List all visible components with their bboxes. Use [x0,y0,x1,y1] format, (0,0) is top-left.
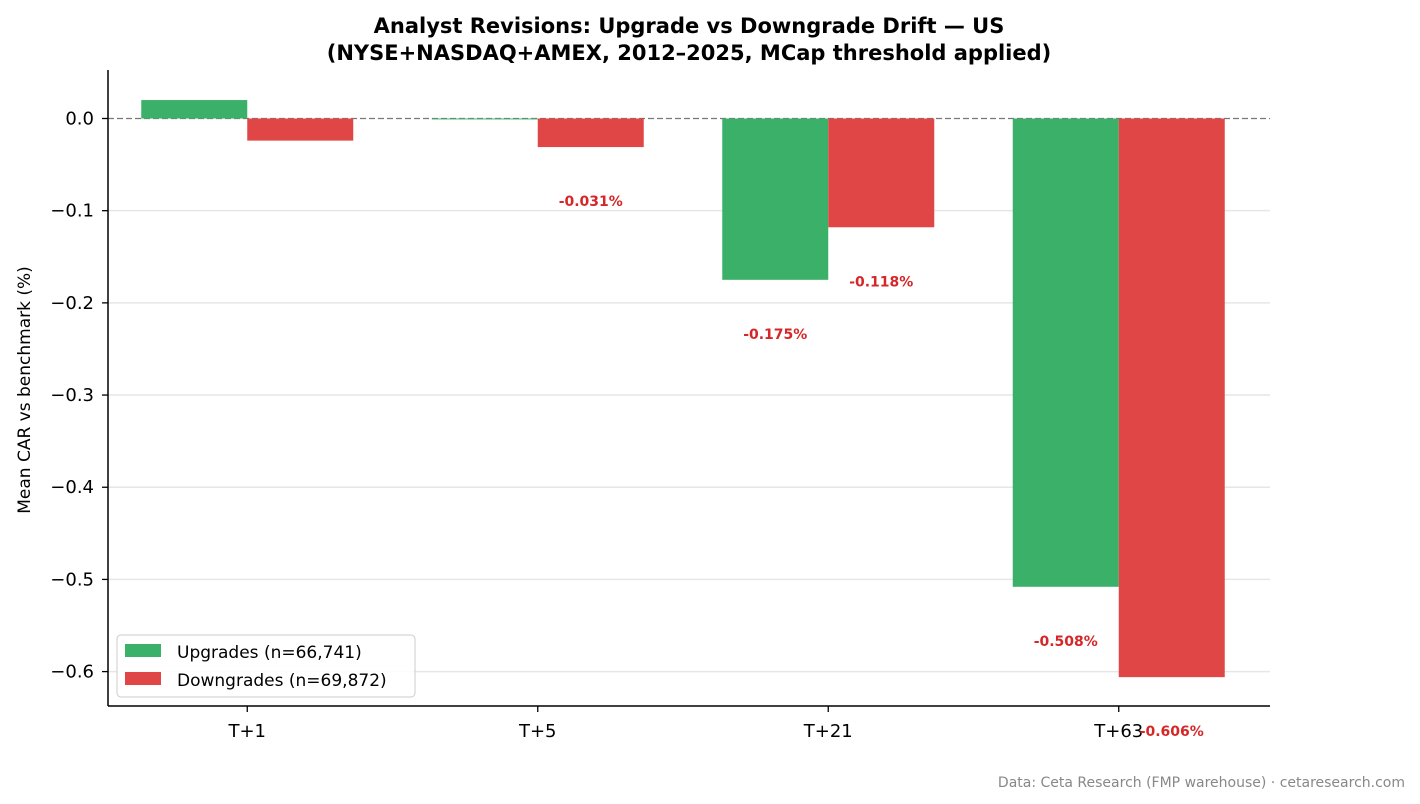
bar-upgrades-t21 [722,118,829,280]
bar-upgrades-t63 [1012,118,1119,587]
x-tick-label: T+5 [518,721,557,742]
y-tick-label: −0.4 [50,477,94,498]
y-tick-label: −0.2 [50,293,94,314]
chart-subtitle: (NYSE+NASDAQ+AMEX, 2012–2025, MCap thres… [327,41,1052,65]
bar-downgrades-t1 [247,118,354,141]
bar-downgrades-t5 [537,118,644,148]
legend-label-upgrades: Upgrades (n=66,741) [177,643,362,663]
legend-frame [116,634,416,698]
x-tick-label: T+21 [803,721,853,742]
data-label: -0.031% [559,194,623,210]
y-tick-label: −0.5 [50,569,94,590]
data-label: -0.118% [849,274,913,290]
bar-downgrades-t63 [1118,118,1225,678]
y-tick-label: −0.1 [50,201,94,222]
data-label: -0.508% [1034,634,1098,650]
data-label: -0.175% [743,327,807,343]
bar-upgrades-t5 [431,118,538,120]
legend-label-downgrades: Downgrades (n=69,872) [177,671,387,691]
y-tick-label: 0.0 [65,109,94,130]
chart-title: Analyst Revisions: Upgrade vs Downgrade … [374,14,1005,38]
data-label: -0.606% [1140,724,1204,740]
bar-upgrades-t1 [141,100,248,119]
bar-downgrades-t21 [828,118,935,228]
legend: Upgrades (n=66,741) Downgrades (n=69,872… [116,634,416,698]
y-tick-label: −0.6 [50,662,94,683]
data-labels: -0.031% -0.175% -0.118% -0.508% -0.606% [559,194,1204,740]
axes [107,70,1270,707]
x-tick-label: T+63 [1093,721,1143,742]
x-tick-label: T+1 [227,721,266,742]
y-tick-label: −0.3 [50,385,94,406]
axis-ticks: 0.0 −0.1 −0.2 −0.3 −0.4 −0.5 −0.6 T+1 T+5 T+21 T+6… [50,109,1143,743]
legend-swatch-downgrades [125,672,161,685]
bars [141,100,1225,678]
legend-swatch-upgrades [125,644,161,657]
y-axis-label: Mean CAR vs benchmark (%) [15,266,35,514]
source-note: Data: Ceta Research (FMP warehouse) · ce… [998,775,1405,791]
